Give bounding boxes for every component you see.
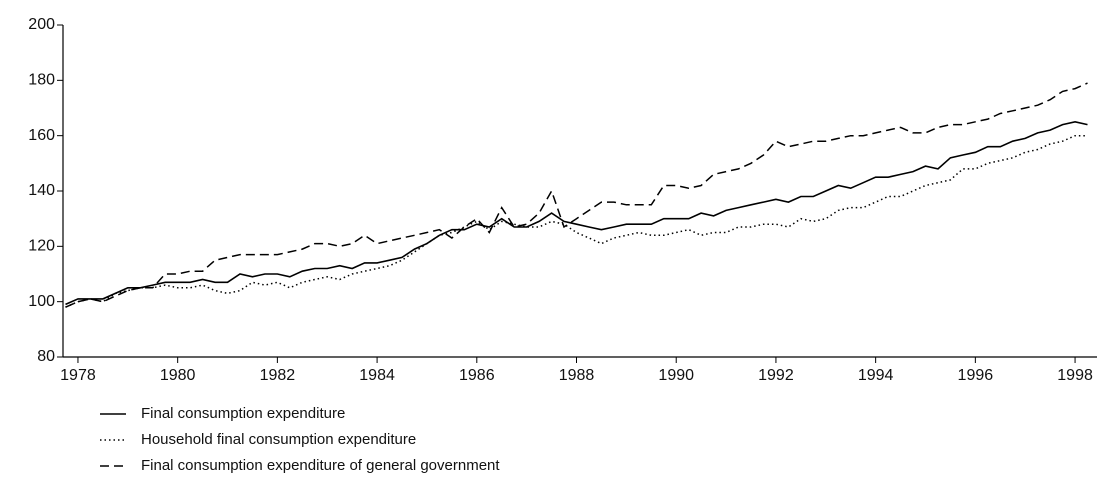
- y-tick-label: 160: [28, 127, 55, 144]
- series-line: [65, 120, 1088, 306]
- legend-label: Household final consumption expenditure: [141, 431, 416, 448]
- x-tick-label: 1996: [958, 367, 994, 384]
- series-line: [65, 134, 1088, 308]
- x-tick-label: 1986: [459, 367, 495, 384]
- legend-label: Final consumption expenditure: [141, 405, 345, 422]
- x-tick-label: 1994: [858, 367, 894, 384]
- x-tick-label: 1990: [658, 367, 694, 384]
- x-tick-label: 1984: [359, 367, 395, 384]
- y-tick-label: 100: [28, 293, 55, 310]
- x-tick-label: 1980: [160, 367, 196, 384]
- y-tick-label: 120: [28, 238, 55, 255]
- legend-label: Final consumption expenditure of general…: [141, 457, 500, 474]
- x-tick-label: 1998: [1057, 367, 1093, 384]
- x-tick-label: 1992: [758, 367, 794, 384]
- x-tick-label: 1988: [559, 367, 595, 384]
- x-tick-label: 1982: [260, 367, 296, 384]
- series-line: [65, 82, 1088, 308]
- y-tick-label: 180: [28, 72, 55, 89]
- y-tick-label: 140: [28, 182, 55, 199]
- y-tick-label: 80: [37, 348, 55, 365]
- x-tick-label: 1978: [60, 367, 96, 384]
- y-tick-label: 200: [28, 16, 55, 33]
